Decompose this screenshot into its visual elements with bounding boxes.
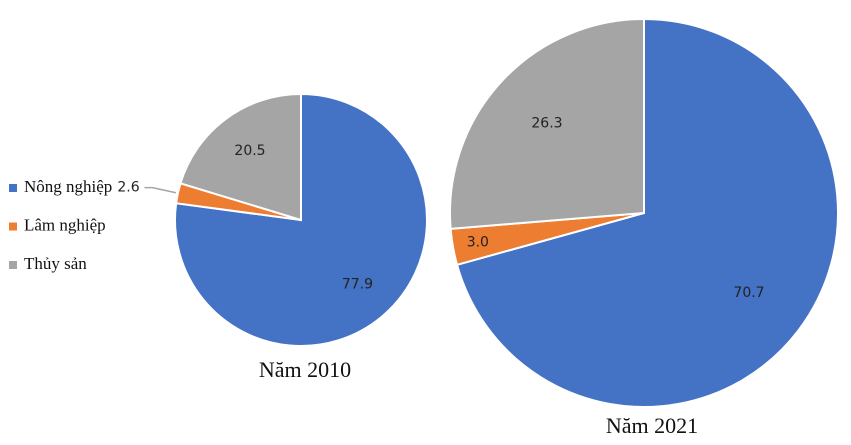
pie-slice xyxy=(174,92,428,347)
legend-label: Thủy sản xyxy=(24,254,87,273)
data-label: 3.0 xyxy=(467,235,489,251)
legend-label: Nông nghiệp xyxy=(24,177,112,196)
legend-marker xyxy=(9,222,17,231)
chart-title: Năm 2010 xyxy=(259,357,351,382)
data-label: 70.7 xyxy=(733,285,764,301)
legend-marker xyxy=(9,184,17,192)
leader-line xyxy=(144,186,177,194)
data-label: 20.5 xyxy=(234,143,265,159)
legend-label: Lâm nghiệp xyxy=(24,215,106,234)
pie-slice xyxy=(179,92,302,222)
chart-title: Năm 2021 xyxy=(606,413,698,438)
pie-slice xyxy=(449,17,645,230)
data-label: 26.3 xyxy=(531,116,562,132)
legend-marker xyxy=(9,261,17,269)
data-label: 77.9 xyxy=(342,276,373,292)
pie-slice xyxy=(455,17,839,408)
data-label: 2.6 xyxy=(117,180,139,196)
